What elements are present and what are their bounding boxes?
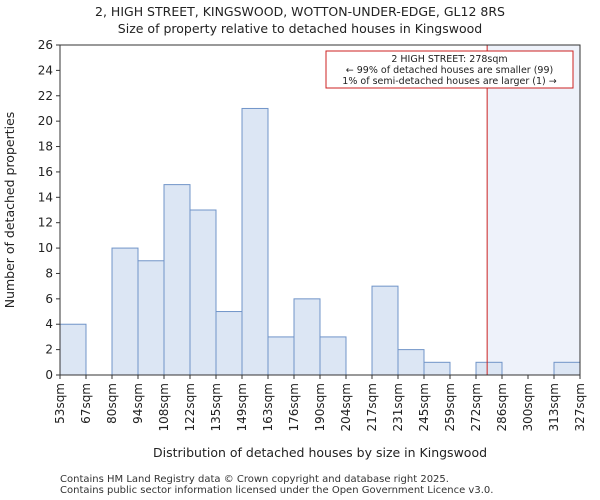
x-tick-label: 176sqm bbox=[287, 383, 301, 431]
x-tick-label: 80sqm bbox=[105, 383, 119, 424]
annotation-line: 2 HIGH STREET: 278sqm bbox=[391, 54, 507, 65]
chart-title: 2, HIGH STREET, KINGSWOOD, WOTTON-UNDER-… bbox=[95, 4, 505, 19]
y-tick-label: 0 bbox=[45, 368, 53, 382]
x-tick-label: 53sqm bbox=[53, 383, 67, 424]
x-tick-label: 163sqm bbox=[261, 383, 275, 431]
x-tick-label: 217sqm bbox=[365, 383, 379, 431]
y-tick-label: 12 bbox=[38, 216, 53, 230]
histogram-bar bbox=[397, 349, 425, 376]
x-tick-label: 135sqm bbox=[209, 383, 223, 431]
histogram-bar bbox=[267, 336, 295, 376]
x-tick-label: 259sqm bbox=[443, 383, 457, 431]
annotation-line: 1% of semi-detached houses are larger (1… bbox=[342, 76, 556, 87]
x-tick-label: 108sqm bbox=[157, 383, 171, 431]
y-tick-label: 4 bbox=[45, 317, 53, 331]
y-tick-label: 22 bbox=[38, 89, 53, 103]
histogram-bar bbox=[293, 298, 321, 376]
histogram-bar bbox=[137, 260, 165, 376]
histogram-bar bbox=[241, 107, 269, 376]
y-tick-label: 14 bbox=[38, 190, 53, 204]
histogram-bar bbox=[215, 311, 243, 376]
histogram-bar bbox=[423, 361, 451, 376]
y-tick-label: 2 bbox=[45, 343, 53, 357]
x-tick-label: 190sqm bbox=[313, 383, 327, 431]
x-tick-label: 313sqm bbox=[547, 383, 561, 431]
y-tick-label: 20 bbox=[38, 114, 53, 128]
highlight-region bbox=[487, 45, 580, 375]
y-tick-label: 16 bbox=[38, 165, 53, 179]
histogram-bar bbox=[371, 285, 399, 376]
histogram-bar bbox=[475, 361, 503, 376]
histogram-bar bbox=[59, 323, 87, 376]
x-tick-label: 272sqm bbox=[469, 383, 483, 431]
annotation-box bbox=[325, 50, 574, 89]
histogram-bar bbox=[163, 184, 191, 376]
y-tick-label: 10 bbox=[38, 241, 53, 255]
chart-subtitle: Size of property relative to detached ho… bbox=[117, 21, 483, 36]
footer-attribution-2: Contains public sector information licen… bbox=[60, 485, 494, 496]
y-tick-label: 18 bbox=[38, 140, 53, 154]
x-tick-label: 327sqm bbox=[573, 383, 587, 431]
x-tick-label: 122sqm bbox=[183, 383, 197, 431]
histogram-bar bbox=[319, 336, 347, 376]
x-tick-label: 286sqm bbox=[495, 383, 509, 431]
x-tick-label: 149sqm bbox=[235, 383, 249, 431]
x-tick-label: 300sqm bbox=[521, 383, 535, 431]
y-tick-label: 8 bbox=[45, 266, 53, 280]
footer-attribution-1: Contains HM Land Registry data © Crown c… bbox=[60, 474, 449, 485]
annotation-line: ← 99% of detached houses are smaller (99… bbox=[346, 65, 553, 76]
histogram-bar bbox=[111, 247, 139, 376]
x-tick-label: 94sqm bbox=[131, 383, 145, 424]
y-tick-label: 24 bbox=[38, 63, 53, 77]
y-tick-label: 6 bbox=[45, 292, 53, 306]
histogram-bar bbox=[553, 361, 581, 376]
x-tick-label: 245sqm bbox=[417, 383, 431, 431]
x-tick-label: 231sqm bbox=[391, 383, 405, 431]
x-tick-label: 67sqm bbox=[79, 383, 93, 424]
y-axis-label: Number of detached properties bbox=[2, 112, 17, 309]
histogram-bar bbox=[189, 209, 217, 376]
x-tick-label: 204sqm bbox=[339, 383, 353, 431]
y-tick-label: 26 bbox=[38, 38, 53, 52]
x-axis-label: Distribution of detached houses by size … bbox=[153, 445, 487, 460]
